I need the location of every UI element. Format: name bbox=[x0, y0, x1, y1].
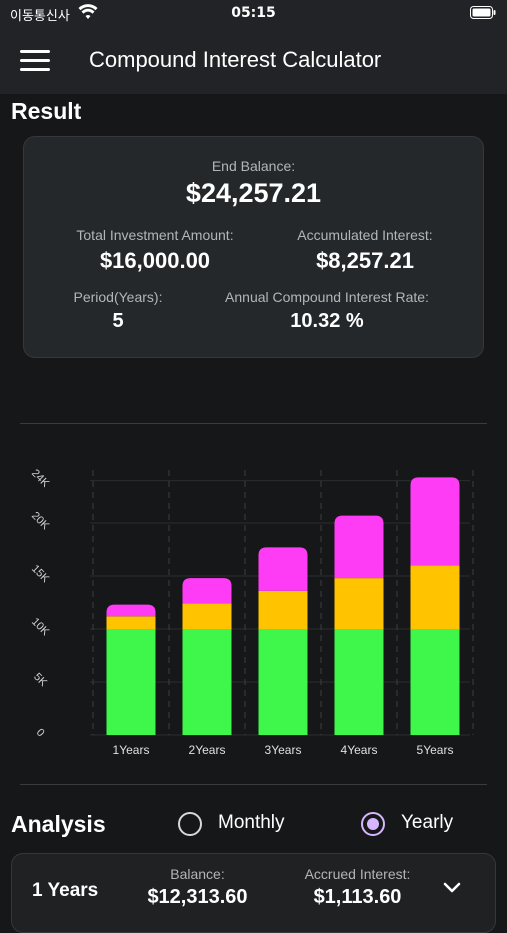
period-label: Period(Years): bbox=[73, 289, 163, 305]
accumulated-interest-value: $8,257.21 bbox=[316, 248, 414, 273]
bar-segment bbox=[334, 629, 384, 735]
battery-icon bbox=[470, 6, 496, 19]
interest-rate: Annual Compound Interest Rate: 10.32 % bbox=[207, 289, 447, 333]
divider bbox=[20, 423, 487, 424]
yearly-radio[interactable] bbox=[361, 812, 385, 836]
bar-segment bbox=[258, 547, 308, 591]
result-heading: Result bbox=[11, 98, 82, 124]
wifi-icon bbox=[78, 4, 98, 19]
bar-segment bbox=[410, 629, 460, 735]
bar-segment bbox=[106, 629, 156, 735]
bar-segment bbox=[258, 590, 308, 629]
total-investment-value: $16,000.00 bbox=[99, 248, 211, 273]
period: Period(Years): 5 bbox=[48, 289, 188, 333]
analysis-row-balance: Balance: $12,313.60 bbox=[130, 866, 265, 909]
y-tick-label: 15K bbox=[29, 563, 52, 586]
bar-segment bbox=[334, 578, 384, 629]
total-investment-label: Total Investment Amount: bbox=[76, 227, 234, 243]
period-value: 5 bbox=[112, 310, 124, 332]
analysis-accrued-label: Accrued Interest: bbox=[304, 866, 411, 882]
y-tick-label: 5K bbox=[31, 671, 49, 689]
x-tick-label: 1Years bbox=[113, 743, 150, 757]
accumulated-interest-label: Accumulated Interest: bbox=[297, 227, 433, 243]
bar-segment bbox=[410, 565, 460, 629]
end-balance-label: End Balance: bbox=[211, 158, 296, 174]
interest-rate-label: Annual Compound Interest Rate: bbox=[225, 289, 429, 305]
bar-segment bbox=[410, 477, 460, 566]
analysis-accrued-value: $1,113.60 bbox=[313, 886, 402, 908]
y-tick-label: 0 bbox=[34, 726, 47, 739]
x-tick-label: 3Years bbox=[265, 743, 302, 757]
x-tick-label: 5Years bbox=[417, 743, 454, 757]
status-time: 05:15 bbox=[231, 5, 276, 21]
x-tick-label: 4Years bbox=[341, 743, 378, 757]
interest-rate-value: 10.32 % bbox=[290, 310, 364, 332]
status-carrier: 이동통신사 bbox=[10, 9, 70, 24]
y-tick-label: 20K bbox=[29, 510, 52, 533]
end-balance: End Balance: $24,257.21 bbox=[23, 158, 484, 209]
y-tick-label: 24K bbox=[29, 467, 52, 490]
yearly-radio-label[interactable]: Yearly bbox=[401, 812, 454, 833]
growth-chart: 0 5K 10K 15K 20K 24K 1Years 2Years 3Years 4Years 5… bbox=[29, 467, 474, 757]
bar-segment bbox=[182, 578, 232, 604]
divider bbox=[20, 784, 487, 785]
x-tick-label: 2Years bbox=[189, 743, 226, 757]
bar-segment bbox=[334, 515, 384, 579]
accumulated-interest: Accumulated Interest: $8,257.21 bbox=[250, 227, 480, 274]
app-title: Compound Interest Calculator bbox=[89, 47, 382, 72]
chevron-down-icon[interactable] bbox=[443, 882, 461, 894]
app-bar bbox=[0, 30, 507, 94]
bar-segment bbox=[106, 616, 156, 629]
analysis-row-period: 1 Years bbox=[32, 880, 99, 901]
bar-segment bbox=[182, 603, 232, 629]
bar-segment bbox=[258, 629, 308, 735]
menu-icon[interactable] bbox=[20, 50, 50, 72]
bar-segment bbox=[182, 629, 232, 735]
y-tick-label: 10K bbox=[29, 616, 52, 639]
total-investment: Total Investment Amount: $16,000.00 bbox=[35, 227, 275, 274]
analysis-balance-label: Balance: bbox=[170, 866, 225, 882]
bar-segment bbox=[106, 604, 156, 617]
analysis-balance-value: $12,313.60 bbox=[147, 886, 248, 908]
monthly-radio-label[interactable]: Monthly bbox=[218, 812, 285, 833]
end-balance-value: $24,257.21 bbox=[185, 178, 322, 208]
analysis-heading: Analysis bbox=[11, 811, 106, 837]
analysis-row-accrued: Accrued Interest: $1,113.60 bbox=[285, 866, 430, 909]
result-card bbox=[23, 136, 484, 358]
monthly-radio[interactable] bbox=[178, 812, 202, 836]
